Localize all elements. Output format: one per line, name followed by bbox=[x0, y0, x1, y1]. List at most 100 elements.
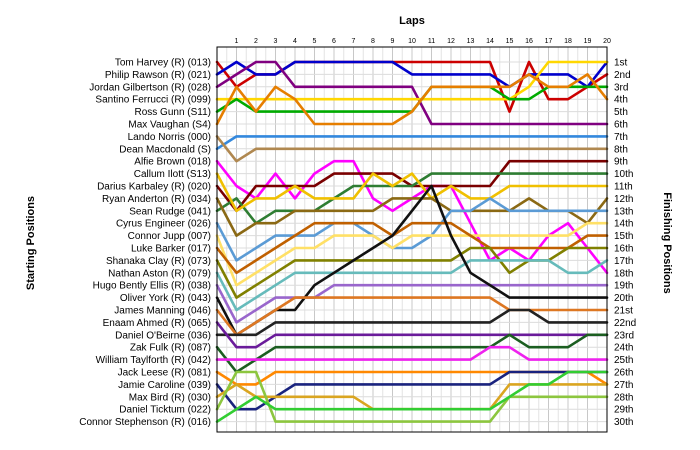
finishing-position-label: 1st bbox=[614, 58, 628, 69]
starting-position-label: Callum Ilott (S13) bbox=[134, 169, 211, 180]
finishing-position-label: 21st bbox=[614, 306, 633, 317]
finishing-position-label: 26th bbox=[614, 368, 633, 379]
finishing-position-label: 8th bbox=[614, 144, 628, 155]
starting-position-label: Lando Norris (000) bbox=[128, 132, 211, 143]
x-tick-label: 18 bbox=[564, 38, 572, 45]
x-tick-label: 14 bbox=[486, 38, 494, 45]
starting-position-label: Cyrus Engineer (026) bbox=[116, 219, 211, 230]
series-line bbox=[215, 283, 609, 324]
finishing-position-label: 22nd bbox=[614, 318, 636, 329]
series-line bbox=[215, 221, 609, 275]
y-axis-right-title: Finishing Positions bbox=[661, 192, 673, 293]
starting-position-label: Hugo Bently Ellis (R) (038) bbox=[93, 281, 211, 292]
series-line bbox=[215, 308, 609, 337]
starting-position-label: Max Vaughan (S4) bbox=[128, 120, 211, 131]
x-tick-label: 1 bbox=[235, 38, 239, 45]
starting-position-label: James Manning (046) bbox=[114, 306, 211, 317]
finishing-position-label: 7th bbox=[614, 132, 628, 143]
finishing-position-label: 10th bbox=[614, 169, 633, 180]
finishing-position-label: 12th bbox=[614, 194, 633, 205]
starting-position-label: William Taylforth (R) (042) bbox=[96, 355, 211, 366]
finishing-position-label: 17th bbox=[614, 256, 633, 267]
starting-position-label: Ryan Anderton (R) (034) bbox=[102, 194, 211, 205]
starting-position-label: Dean Macdonald (S) bbox=[119, 144, 211, 155]
x-tick-label: 19 bbox=[584, 38, 592, 45]
finishing-position-label: 5th bbox=[614, 107, 628, 118]
starting-position-label: Zak Fulk (R) (087) bbox=[130, 343, 211, 354]
starting-position-label: Philip Rawson (R) (021) bbox=[105, 70, 211, 81]
finishing-position-label: 3rd bbox=[614, 82, 628, 93]
starting-position-label: Darius Karbaley (R) (020) bbox=[97, 182, 211, 193]
x-tick-label: 2 bbox=[254, 38, 258, 45]
x-tick-label: 15 bbox=[506, 38, 514, 45]
starting-position-label: Connor Jupp (007) bbox=[128, 231, 211, 242]
finishing-position-label: 11th bbox=[614, 182, 633, 193]
finishing-position-label: 14th bbox=[614, 219, 633, 230]
x-tick-label: 5 bbox=[313, 38, 317, 45]
starting-position-label: Nathan Aston (R) (079) bbox=[108, 268, 211, 279]
finishing-position-label: 23rd bbox=[614, 330, 634, 341]
series-line bbox=[215, 60, 609, 126]
x-tick-label: 10 bbox=[408, 38, 416, 45]
series-line bbox=[215, 184, 609, 337]
starting-position-label: Tom Harvey (R) (013) bbox=[115, 58, 211, 69]
starting-position-label: Enaam Ahmed (R) (065) bbox=[103, 318, 211, 329]
x-tick-label: 12 bbox=[447, 38, 455, 45]
finishing-position-label: 13th bbox=[614, 206, 633, 217]
series-line bbox=[215, 135, 609, 151]
starting-position-label: Luke Barker (017) bbox=[131, 244, 211, 255]
starting-position-label: Oliver York (R) (043) bbox=[120, 293, 211, 304]
x-axis-ticks: 1 2 3 4 5 6 7 8 9 10 11 12 13 14 15 16 17 18 19 20 bbox=[235, 38, 611, 45]
x-tick-label: 20 bbox=[603, 38, 611, 45]
x-tick-label: 11 bbox=[428, 38, 435, 45]
series-line bbox=[215, 296, 609, 337]
series-line bbox=[215, 172, 609, 213]
plot-border bbox=[216, 46, 608, 433]
starting-position-label: Jordan Gilbertson (R) (028) bbox=[89, 82, 211, 93]
starting-position-label: Santino Ferrucci (R) (099) bbox=[95, 95, 211, 106]
series-lines bbox=[215, 60, 609, 423]
finishing-position-label: 20th bbox=[614, 293, 633, 304]
series-line bbox=[215, 172, 609, 225]
x-tick-label: 13 bbox=[467, 38, 475, 45]
x-tick-label: 9 bbox=[391, 38, 395, 45]
finishing-position-label: 6th bbox=[614, 120, 628, 131]
starting-position-label: Max Bird (R) (030) bbox=[129, 392, 211, 403]
finishing-position-label: 16th bbox=[614, 244, 633, 255]
grid bbox=[216, 47, 608, 432]
finishing-position-label: 15th bbox=[614, 231, 633, 242]
series-line bbox=[215, 73, 609, 126]
finishing-position-label: 19th bbox=[614, 281, 633, 292]
starting-position-label: Shanaka Clay (R) (073) bbox=[106, 256, 211, 267]
starting-position-label: Connor Stephenson (R) (016) bbox=[79, 417, 211, 428]
series-line bbox=[215, 370, 609, 423]
x-tick-label: 4 bbox=[293, 38, 297, 45]
series-line bbox=[215, 197, 609, 237]
x-tick-label: 3 bbox=[274, 38, 278, 45]
starting-position-label: Jack Leese (R) (081) bbox=[118, 368, 211, 379]
starting-position-label: Ross Gunn (S11) bbox=[134, 107, 211, 118]
x-tick-label: 7 bbox=[352, 38, 356, 45]
chart-title: Laps bbox=[399, 15, 425, 27]
finishing-position-label: 30th bbox=[614, 417, 633, 428]
finishing-position-label: 28th bbox=[614, 392, 633, 403]
starting-position-label: Alfie Brown (018) bbox=[134, 157, 211, 168]
x-tick-label: 17 bbox=[545, 38, 553, 45]
finishing-position-label: 2nd bbox=[614, 70, 631, 81]
starting-labels: Tom Harvey (R) (013)Philip Rawson (R) (0… bbox=[79, 58, 211, 429]
series-line bbox=[215, 60, 609, 101]
finishing-labels: 1st2nd3rd4th5th6th7th8th9th10th11th12th1… bbox=[614, 58, 636, 429]
x-tick-label: 6 bbox=[332, 38, 336, 45]
series-line bbox=[215, 370, 609, 411]
finishing-position-label: 24th bbox=[614, 343, 633, 354]
finishing-position-label: 29th bbox=[614, 405, 633, 416]
x-tick-label: 8 bbox=[371, 38, 375, 45]
series-line bbox=[215, 197, 609, 262]
series-line bbox=[215, 259, 609, 312]
x-tick-label: 16 bbox=[525, 38, 533, 45]
y-axis-left-title: Starting Positions bbox=[25, 196, 37, 290]
finishing-position-label: 9th bbox=[614, 157, 628, 168]
series-line bbox=[215, 370, 609, 423]
